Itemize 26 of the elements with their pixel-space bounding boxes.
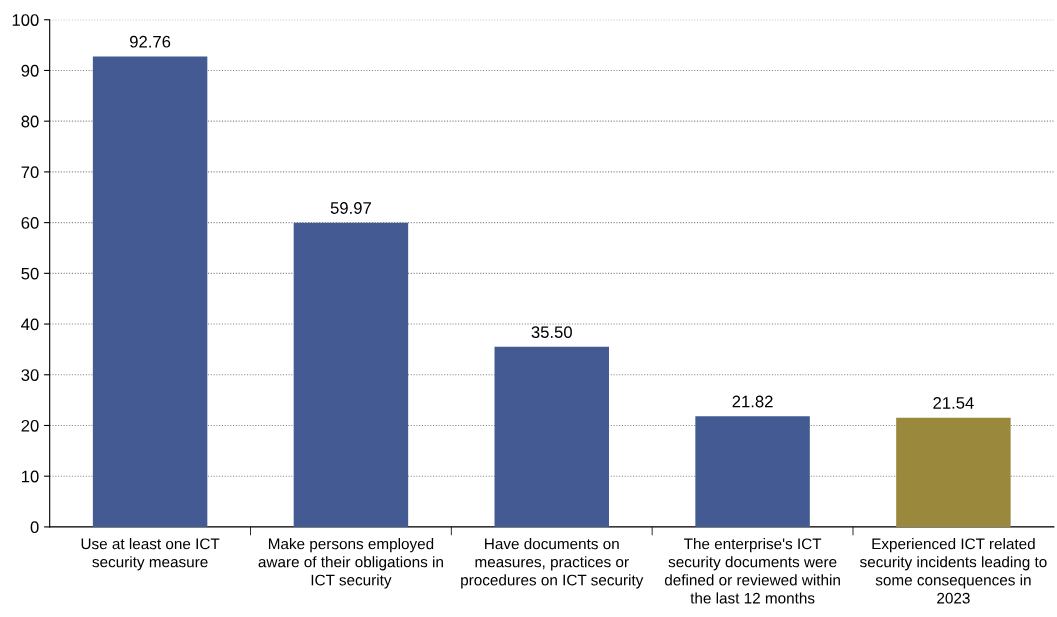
y-tick-label: 90 (21, 64, 39, 77)
y-tick-label: 100 (12, 14, 39, 26)
x-tick-label: The enterprise's ICT security documents were defined or reviewed within the last 12 months (664, 538, 840, 604)
data-label: 21.54 (933, 397, 974, 409)
y-tick-label: 60 (21, 217, 39, 229)
x-tick-label: Experienced ICT related security incidents leading to some consequences in 2023 (860, 538, 1047, 604)
y-tick-label: 50 (21, 267, 39, 280)
bar (695, 416, 810, 527)
bar (896, 417, 1011, 527)
y-tick-label: 40 (21, 318, 39, 331)
data-label: 92.76 (130, 35, 171, 48)
y-tick-label: 20 (21, 419, 39, 432)
x-tick-label: Use at least one ICT security measure (81, 538, 220, 571)
x-tick-label: Make persons employed aware of their obligations in ICT security (258, 538, 443, 589)
data-label: 59.97 (330, 202, 371, 214)
bar (293, 222, 409, 527)
x-tick-label: Have documents on measures, practices or procedures on ICT security (461, 538, 644, 589)
y-tick-label: 30 (21, 369, 39, 381)
bar (494, 346, 609, 527)
data-label: 21.82 (732, 395, 773, 408)
data-label: 35.50 (531, 326, 572, 339)
y-tick-label: 80 (21, 115, 39, 128)
bar (92, 56, 208, 527)
y-tick-label: 10 (22, 470, 39, 483)
y-tick-label: 0 (30, 521, 39, 534)
y-tick-label: 70 (21, 166, 39, 179)
